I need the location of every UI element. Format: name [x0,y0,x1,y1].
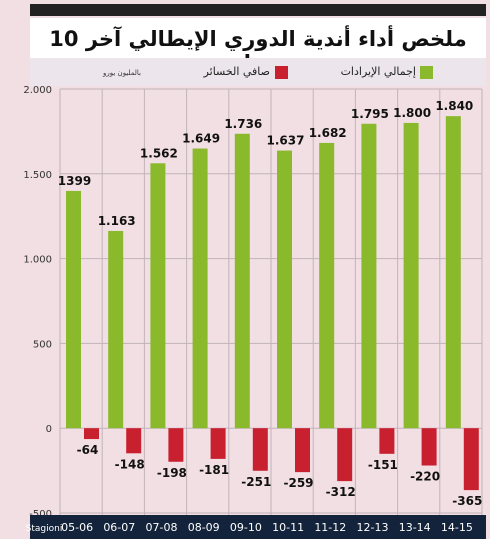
revenue-value-label: 1399 [58,174,91,188]
x-axis-bar [30,515,486,539]
revenue-bar [319,142,335,429]
unit-note: بالمليون يورو [103,69,141,77]
x-tick-label: 09-10 [230,521,262,534]
legend-revenue-swatch [420,66,433,79]
loss-bar [126,428,142,454]
revenue-value-label: 1.840 [435,99,473,113]
header-bar [30,4,486,16]
y-tick-label: 2.000 [23,86,52,96]
legend-revenue-label: إجمالي الإيرادات [340,65,416,78]
revenue-bar [150,163,166,429]
loss-bar [168,428,184,462]
y-tick-label: 1.500 [23,170,52,181]
loss-value-label: -64 [77,443,99,457]
revenue-bar [234,133,250,429]
loss-value-label: -198 [157,466,187,480]
loss-bar [421,428,437,466]
revenue-value-label: 1.795 [351,107,389,121]
revenue-bar [108,230,124,429]
revenue-bar [277,150,292,429]
revenue-value-label: 1.682 [309,126,347,140]
chart-title: ملخص أداء أندية الدوري الإيطالي آخر 10 س… [49,27,467,75]
loss-bar [463,428,479,491]
x-tick-label: 07-08 [146,521,178,534]
revenue-value-label: 1.649 [182,132,220,146]
revenue-bar [403,122,419,429]
revenue-bar [66,190,81,429]
x-tick-label: 14-15 [441,521,473,534]
loss-bar [337,428,353,482]
y-tick-label: 1.000 [23,255,52,266]
x-axis-title: Stagioni [26,524,63,534]
revenue-value-label: 1.736 [224,117,262,131]
x-tick-label: 13-14 [399,521,431,534]
legend: إجمالي الإيرادات صافي الخسائر بالمليون ي… [30,58,486,86]
loss-value-label: -259 [283,476,313,490]
revenue-bar [445,116,461,429]
loss-bar [84,428,99,440]
y-tick-label: 0 [46,424,52,435]
revenue-bar [192,148,208,429]
revenue-bar [361,123,377,429]
revenue-value-label: 1.562 [140,146,178,160]
legend-loss-label: صافي الخسائر [203,65,270,78]
y-tick-label: 500 [33,339,52,350]
legend-loss-swatch [275,66,288,79]
loss-value-label: -148 [115,457,145,471]
x-tick-label: 11-12 [314,521,346,534]
loss-value-label: -220 [410,470,440,484]
loss-value-label: -151 [368,458,398,472]
x-tick-label: 12-13 [357,521,389,534]
revenue-value-label: 1.637 [267,134,305,148]
revenue-value-label: 1.800 [393,106,431,120]
loss-bar [252,428,268,471]
loss-value-label: -251 [241,475,271,489]
x-tick-label: 08-09 [188,521,220,534]
title-box: ملخص أداء أندية الدوري الإيطالي آخر 10 س… [30,18,486,75]
revenue-value-label: 1.163 [98,214,136,228]
loss-bar [210,428,226,459]
x-tick-label: 06-07 [103,521,135,534]
loss-value-label: -312 [326,485,356,499]
bar-chart: 2.000 1.500 1.000 500 0 -500 1399 -64 1.163 -148 1… [0,86,490,539]
loss-bar [295,428,310,473]
x-tick-label: 10-11 [272,521,304,534]
x-tick-label: 05-06 [61,521,93,534]
loss-value-label: -365 [452,494,482,508]
y-tick-label: -500 [29,509,52,520]
loss-bar [379,428,395,454]
loss-value-label: -181 [199,463,229,477]
